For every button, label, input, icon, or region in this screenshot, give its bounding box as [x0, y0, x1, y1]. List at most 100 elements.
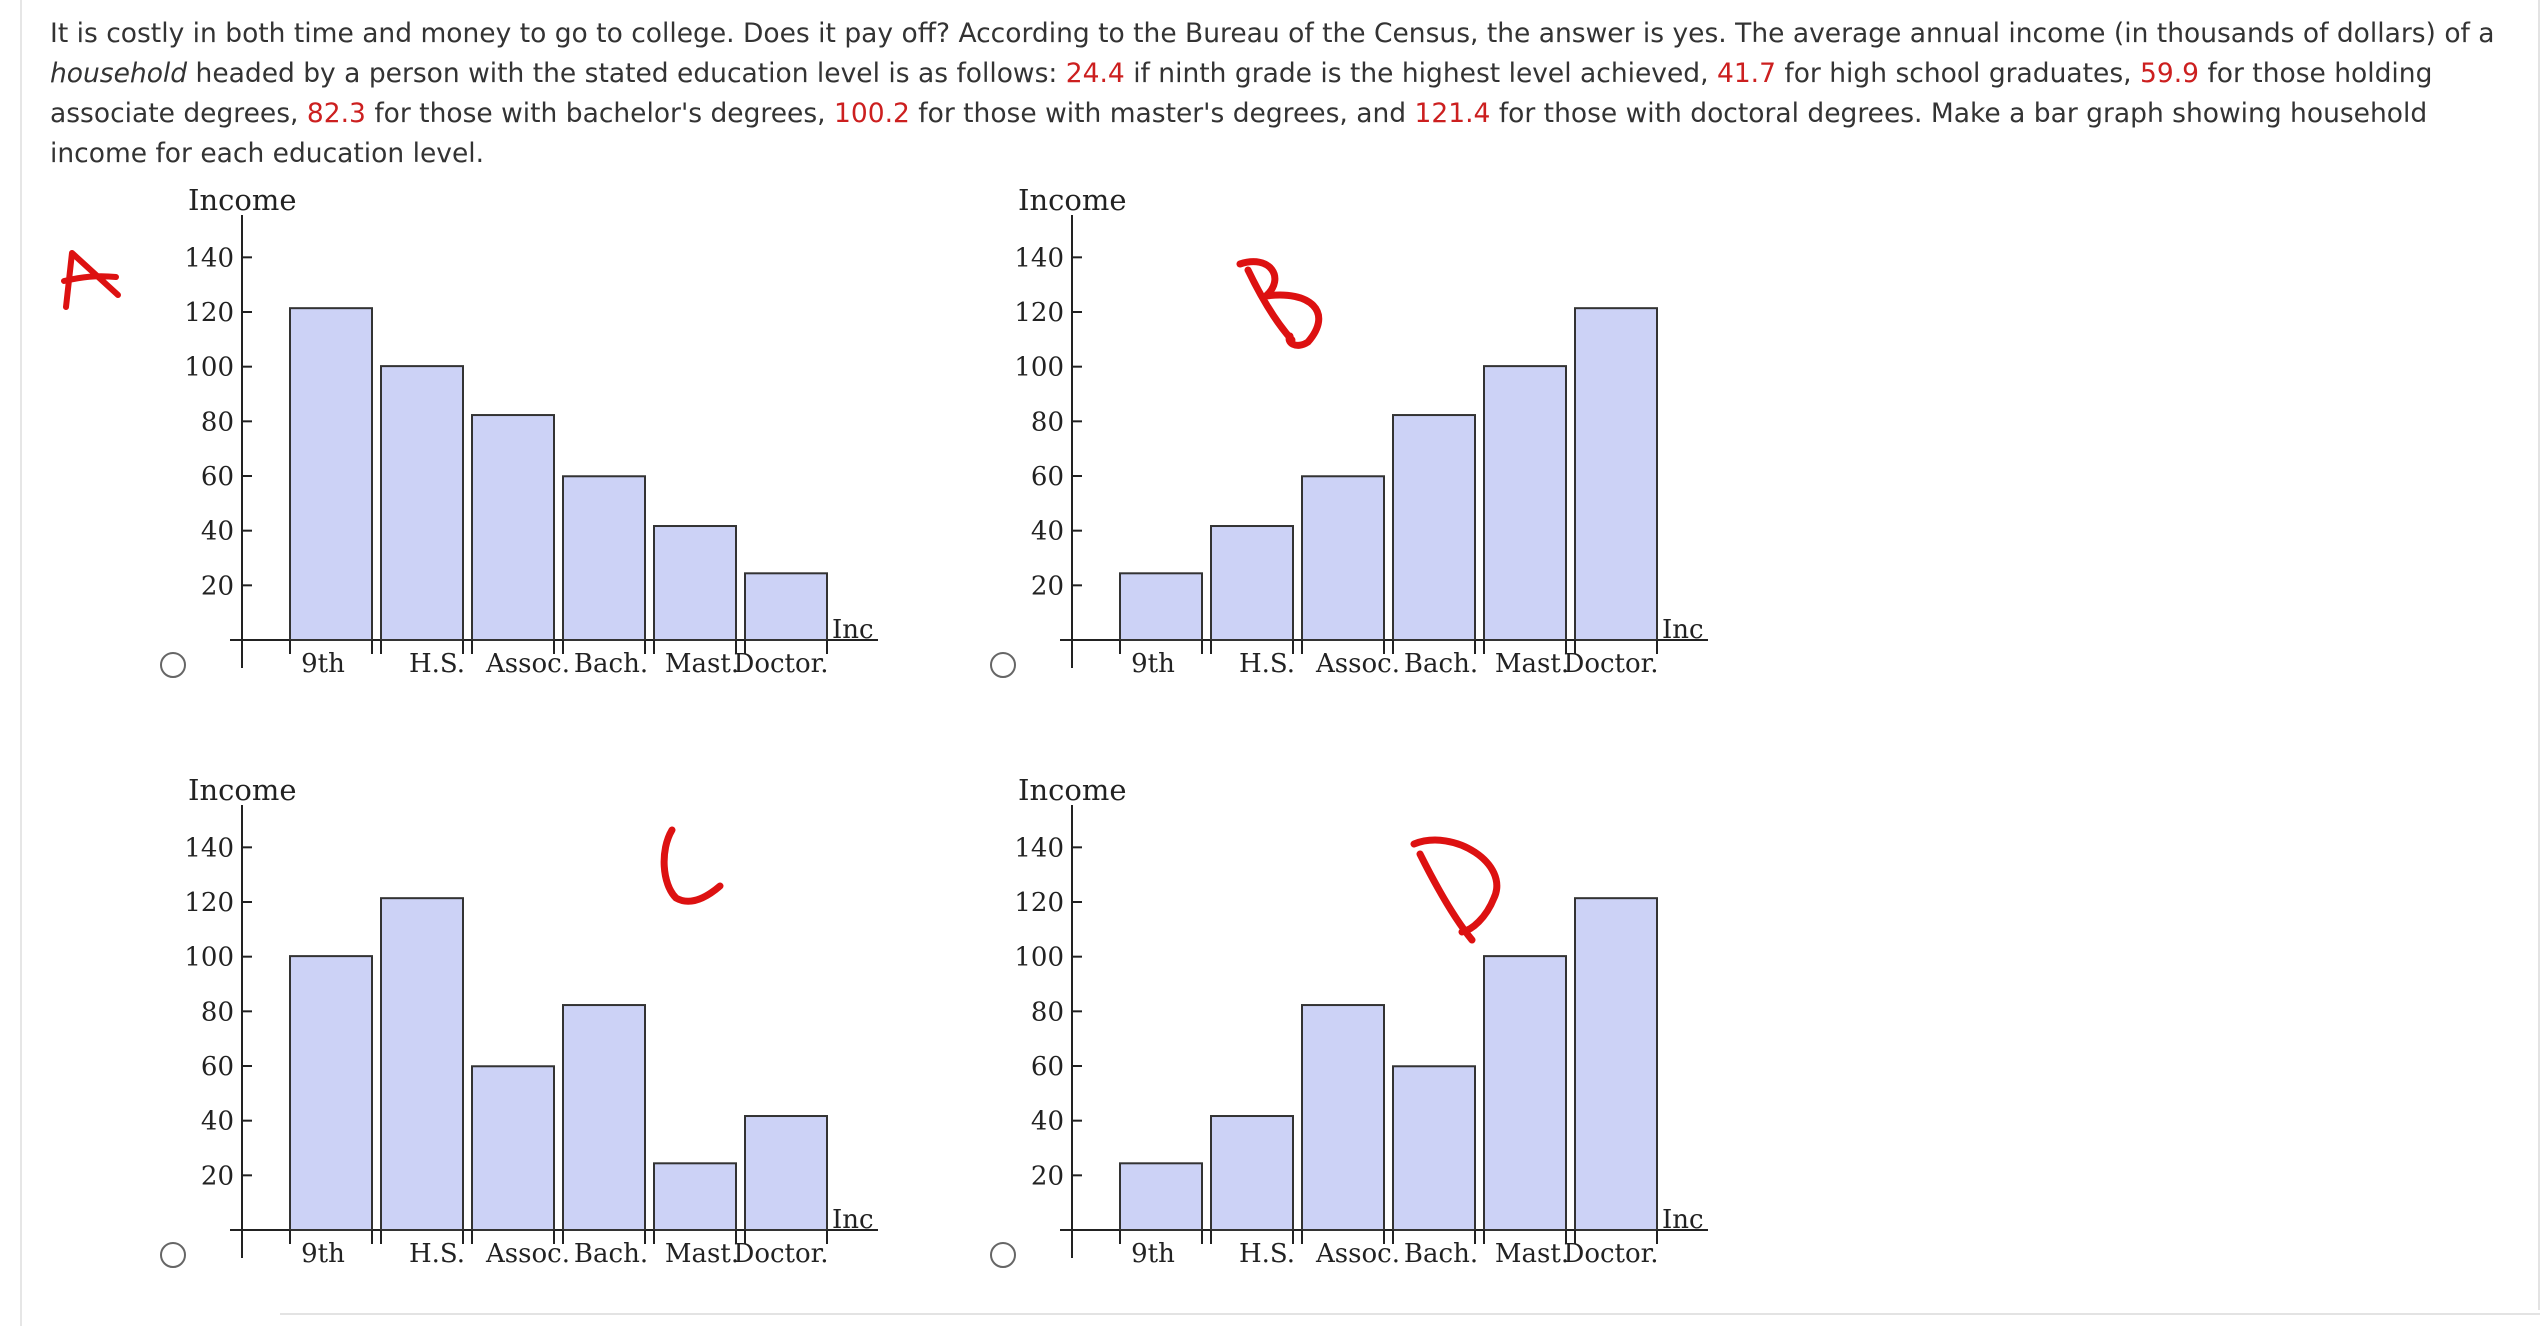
x-category-label: Mast.: [1495, 649, 1569, 679]
y-tick-label: 140: [1014, 833, 1064, 863]
x-category-label: Assoc.: [485, 1239, 570, 1269]
content-frame-bottom-border: [280, 1313, 2540, 1315]
y-tick-label: 80: [1031, 997, 1064, 1027]
y-tick-label: 40: [201, 1107, 234, 1137]
question-part: for those holding associate degrees,: [50, 58, 2433, 129]
x-category-label: Bach.: [1404, 649, 1478, 679]
bar-mast: [1483, 365, 1567, 641]
x-category-label: H.S.: [1239, 1239, 1295, 1269]
bar-bach: [1392, 1065, 1476, 1232]
x-category-label: H.S.: [409, 649, 465, 679]
bar-chart-d: Income 20 40 60 80 100 120 140 Inc 9th H.S. Assoc. B…: [1014, 773, 1708, 1269]
x-axis-label: Inc: [1662, 1205, 1704, 1235]
question-part: for those with master's degrees, and: [909, 98, 1415, 129]
x-category-label: Doctor.: [734, 649, 829, 679]
x-axis-label: Inc: [832, 1205, 874, 1235]
x-category-label: H.S.: [1239, 649, 1295, 679]
x-axis-label: Inc: [832, 615, 874, 645]
y-tick-label: 20: [201, 1161, 234, 1191]
bar-bach: [562, 475, 646, 642]
y-tick-label: 20: [1031, 571, 1064, 601]
radio-choice-c[interactable]: [160, 1242, 186, 1268]
y-tick-label: 120: [184, 298, 234, 328]
bar-mast: [1483, 955, 1567, 1231]
x-category-label: Assoc.: [1315, 1239, 1400, 1269]
bar-doctor: [744, 1115, 828, 1231]
y-tick-label: 20: [1031, 1161, 1064, 1191]
y-tick-label: 40: [201, 517, 234, 547]
question-text: It is costly in both time and money to g…: [50, 14, 2530, 174]
value-high-school: 41.7: [1716, 58, 1776, 89]
y-tick-label: 60: [201, 1052, 234, 1082]
y-tick-label: 140: [184, 243, 234, 273]
x-category-label: Bach.: [1404, 1239, 1478, 1269]
y-tick-label: 60: [1031, 462, 1064, 492]
x-category-label: 9th: [1131, 649, 1175, 679]
handwritten-letter-d: [1410, 836, 1501, 944]
value-doctor: 121.4: [1414, 98, 1491, 129]
y-tick-label: 120: [1014, 888, 1064, 918]
y-tick-label: 140: [184, 833, 234, 863]
bar-chart-b: Income 20 40 60 80 100 120 140 Inc 9th H.S. Assoc. B…: [1014, 183, 1708, 679]
question-part: headed by a person with the stated educa…: [187, 58, 1066, 89]
answer-choice-a[interactable]: Income 20 40 60 80 100 120 140 Inc 9th H.S. Assoc. B…: [150, 180, 980, 740]
x-category-label: Doctor.: [1564, 1239, 1659, 1269]
x-category-label: 9th: [301, 1239, 345, 1269]
radio-choice-b[interactable]: [990, 652, 1016, 678]
content-frame-left-border: [20, 0, 22, 1326]
bar-assoc: [1301, 475, 1385, 642]
x-category-label: Bach.: [574, 1239, 648, 1269]
bar-doctor: [1574, 307, 1658, 641]
radio-choice-d[interactable]: [990, 1242, 1016, 1268]
bar-9th: [289, 955, 373, 1231]
bar-mast: [653, 525, 737, 641]
y-tick-label: 100: [184, 943, 234, 973]
bar-hs: [1210, 525, 1294, 641]
y-tick-label: 60: [201, 462, 234, 492]
answer-choice-b[interactable]: Income 20 40 60 80 100 120 140 Inc 9th H.S. Assoc. B…: [980, 180, 1810, 740]
y-tick-label: 20: [201, 571, 234, 601]
content-frame-right-border: [2538, 0, 2540, 1310]
y-axis-label: Income: [1018, 183, 1127, 217]
handwritten-letter-c: [660, 826, 724, 905]
bar-bach: [1392, 414, 1476, 641]
x-category-label: Doctor.: [734, 1239, 829, 1269]
x-category-label: 9th: [301, 649, 345, 679]
x-category-label: Assoc.: [1315, 649, 1400, 679]
y-tick-label: 120: [184, 888, 234, 918]
y-tick-label: 80: [201, 997, 234, 1027]
bar-chart-a: Income 20 40 60 80 100 120 140 Inc 9th H.S. Assoc. B…: [184, 183, 878, 679]
answer-choice-d[interactable]: Income 20 40 60 80 100 120 140 Inc 9th H.S. Assoc. B…: [980, 770, 1810, 1330]
bar-mast: [653, 1162, 737, 1232]
y-tick-label: 100: [1014, 943, 1064, 973]
y-axis-label: Income: [188, 773, 297, 807]
x-category-label: Mast.: [1495, 1239, 1569, 1269]
bar-9th: [1119, 572, 1203, 642]
bar-chart-c: Income 20 40 60 80 100 120 140 Inc 9th H.S. Assoc. B…: [184, 773, 878, 1269]
question-part: for those with bachelor's degrees,: [365, 98, 834, 129]
x-category-label: Doctor.: [1564, 649, 1659, 679]
x-category-label: Assoc.: [485, 649, 570, 679]
bar-9th: [1119, 1162, 1203, 1232]
value-master: 100.2: [834, 98, 910, 129]
value-bachelor: 82.3: [306, 98, 366, 129]
bar-hs: [1210, 1115, 1294, 1231]
y-tick-label: 80: [201, 407, 234, 437]
bar-bach: [562, 1004, 646, 1231]
y-tick-label: 40: [1031, 1107, 1064, 1137]
value-ninth-grade: 24.4: [1065, 58, 1125, 89]
x-category-label: Mast.: [665, 649, 739, 679]
bar-doctor: [744, 572, 828, 642]
y-tick-label: 120: [1014, 298, 1064, 328]
question-part: for those with doctoral degrees. Make a …: [50, 98, 2428, 169]
radio-choice-a[interactable]: [160, 652, 186, 678]
y-tick-label: 40: [1031, 517, 1064, 547]
answer-choice-c[interactable]: Income 20 40 60 80 100 120 140 Inc 9th H.S. Assoc. B…: [150, 770, 980, 1330]
question-part: if ninth grade is the highest level achi…: [1124, 58, 1717, 89]
y-axis-label: Income: [1018, 773, 1127, 807]
question-emphasis-household: household: [50, 58, 188, 89]
question-part: for high school graduates,: [1775, 58, 2140, 89]
y-tick-label: 80: [1031, 407, 1064, 437]
y-axis-label: Income: [188, 183, 297, 217]
bar-assoc: [1301, 1004, 1385, 1231]
